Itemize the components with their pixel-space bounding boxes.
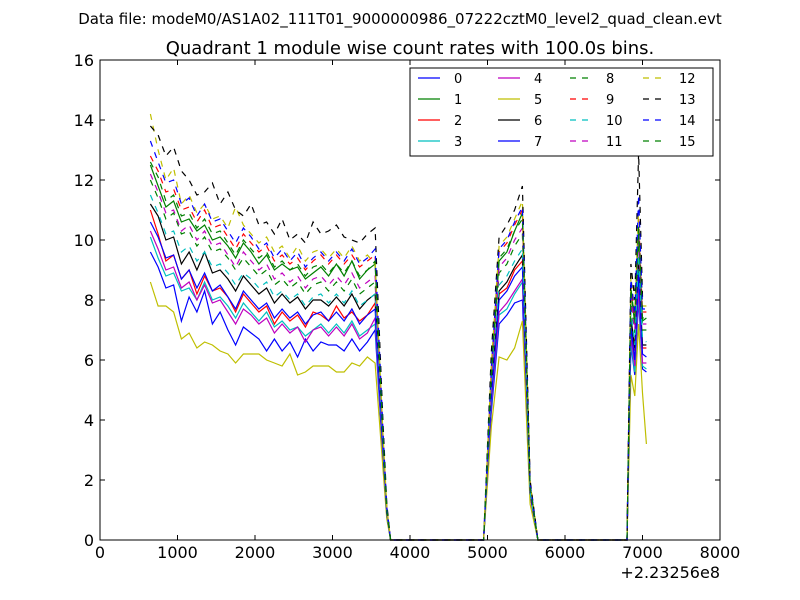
x-tick-label: 1000 (157, 543, 198, 562)
legend-label-7: 7 (534, 135, 542, 150)
legend-label-11: 11 (606, 135, 623, 150)
series-line-4 (149, 230, 647, 541)
legend-label-8: 8 (606, 72, 614, 87)
series-layer (149, 113, 647, 541)
series-line-15 (149, 161, 647, 541)
axis-ticks: 0 1000 2000 3000 4000 5000 6000 7000 80000246810… (74, 51, 741, 562)
series-line-11 (149, 173, 647, 541)
legend-label-13: 13 (679, 93, 696, 108)
legend-label-9: 9 (606, 93, 614, 108)
series-line-0 (149, 251, 647, 541)
legend-label-2: 2 (454, 114, 462, 129)
legend-label-1: 1 (454, 93, 462, 108)
y-tick-label: 6 (84, 351, 94, 370)
legend-label-5: 5 (534, 93, 542, 108)
legend-box (409, 67, 714, 157)
y-tick-label: 12 (74, 171, 94, 190)
legend-label-3: 3 (454, 135, 462, 150)
x-tick-label: 3000 (312, 543, 353, 562)
series-line-13 (149, 125, 647, 541)
y-tick-label: 16 (74, 51, 94, 70)
series-line-9 (149, 155, 647, 541)
x-tick-label: 7000 (622, 543, 663, 562)
series-line-8 (149, 179, 647, 541)
series-line-7 (149, 221, 647, 541)
suptitle: Data file: modeM0/AS1A02_111T01_90000009… (78, 10, 722, 29)
series-line-14 (149, 140, 647, 541)
series-line-2 (149, 209, 647, 541)
legend-label-0: 0 (454, 72, 462, 87)
x-tick-label: 4000 (390, 543, 431, 562)
legend-label-14: 14 (679, 114, 696, 129)
y-tick-label: 10 (74, 231, 94, 250)
series-line-5 (149, 281, 647, 541)
chart-title: Quadrant 1 module wise count rates with … (166, 38, 655, 59)
legend-label-6: 6 (534, 114, 542, 129)
legend-label-12: 12 (679, 72, 696, 87)
y-tick-label: 8 (84, 291, 94, 310)
legend-label-10: 10 (606, 114, 623, 129)
x-tick-label: 6000 (545, 543, 586, 562)
legend-label-4: 4 (534, 72, 542, 87)
legend-label-15: 15 (679, 135, 696, 150)
x-tick-label: 8000 (700, 543, 741, 562)
x-tick-label: 0 (95, 543, 105, 562)
y-tick-label: 0 (84, 531, 94, 550)
series-line-6 (149, 203, 647, 541)
x-tick-label: 5000 (467, 543, 508, 562)
series-line-10 (149, 194, 647, 541)
y-tick-label: 4 (84, 411, 94, 430)
series-line-12 (149, 113, 647, 541)
x-offset-label: +2.23256e8 (620, 563, 720, 582)
y-tick-label: 2 (84, 471, 94, 490)
x-tick-label: 2000 (235, 543, 276, 562)
y-tick-label: 14 (74, 111, 94, 130)
series-line-3 (149, 236, 647, 541)
